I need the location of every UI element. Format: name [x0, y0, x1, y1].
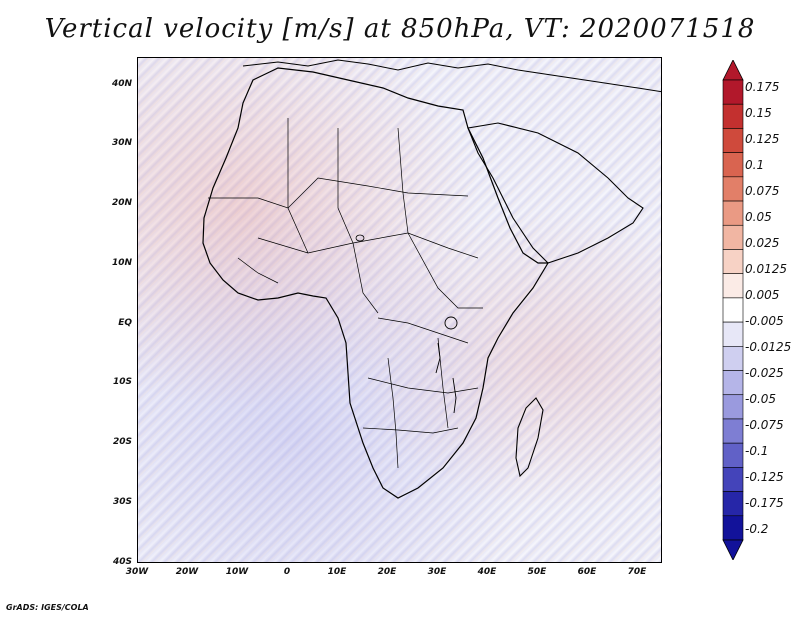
- colorbar-label-11: -0.025: [745, 366, 784, 380]
- colorbar-label-8: 0.005: [745, 288, 780, 302]
- colorbar-top-arrow: [722, 60, 744, 81]
- colorbar-label-10: -0.0125: [745, 340, 792, 354]
- lon-label-70e: 70E: [627, 567, 647, 577]
- lat-label-eq: EQ: [118, 318, 132, 328]
- lon-label-10e: 10E: [327, 567, 347, 577]
- colorbar-segment-11: [722, 346, 744, 371]
- colorbar-label-3: 0.1: [745, 158, 765, 172]
- lon-label-40e: 40E: [477, 567, 497, 577]
- colorbar-segment-3: [722, 152, 744, 178]
- colorbar-segment-2: [722, 128, 744, 153]
- map-panel: [137, 57, 662, 563]
- colorbar-label-2: 0.125: [745, 132, 780, 146]
- colorbar-segment-1: [722, 103, 744, 129]
- lon-label-50e: 50E: [527, 567, 547, 577]
- colorbar-segment-5: [722, 200, 744, 226]
- colorbar-label-13: -0.075: [745, 418, 784, 432]
- lat-label-10s: 10S: [112, 377, 132, 387]
- colorbar-segment-14: [722, 418, 744, 444]
- lat-label-30n: 30N: [111, 138, 132, 148]
- lake-victoria: [444, 316, 458, 330]
- lake-chad: [355, 234, 365, 242]
- colorbar-label-0: 0.175: [745, 80, 780, 94]
- africa-coastline: [202, 67, 550, 499]
- colorbar-segment-9: [722, 297, 744, 323]
- lake-tanganyika: [435, 342, 441, 374]
- lat-label-20n: 20N: [111, 198, 132, 208]
- colorbar-segment-16: [722, 467, 744, 492]
- lon-label-0: 0: [283, 567, 291, 577]
- lon-label-30e: 30E: [427, 567, 447, 577]
- colorbar-segment-8: [722, 273, 744, 299]
- colorbar-segment-6: [722, 224, 744, 250]
- country-borders: [208, 118, 483, 469]
- lon-label-20w: 20W: [175, 567, 199, 577]
- colorbar-segment-13: [722, 394, 744, 420]
- colorbar-segment-17: [722, 491, 744, 517]
- colorbar: [722, 60, 744, 560]
- lat-label-10n: 10N: [111, 258, 132, 268]
- colorbar-label-4: 0.075: [745, 184, 780, 198]
- colorbar-label-12: -0.05: [745, 392, 777, 406]
- lat-label-30s: 30S: [112, 497, 132, 507]
- plot-title: Vertical velocity [m/s] at 850hPa, VT: 2…: [44, 14, 756, 44]
- lon-label-20e: 20E: [377, 567, 397, 577]
- colorbar-label-9: -0.005: [745, 314, 784, 328]
- colorbar-segment-18: [722, 515, 744, 541]
- colorbar-label-5: 0.05: [745, 210, 772, 224]
- colorbar-segment-7: [722, 249, 744, 274]
- lat-label-20s: 20S: [112, 437, 132, 447]
- colorbar-label-6: 0.025: [745, 236, 780, 250]
- colorbar-label-7: 0.0125: [745, 262, 787, 276]
- colorbar-label-15: -0.125: [745, 470, 784, 484]
- lat-label-40n: 40N: [111, 79, 132, 89]
- colorbar-segment-4: [722, 176, 744, 202]
- colorbar-segment-0: [722, 79, 744, 105]
- europe-coast: [242, 59, 661, 93]
- colorbar-label-16: -0.175: [745, 496, 784, 510]
- lake-malawi: [452, 377, 457, 414]
- colorbar-label-17: -0.2: [745, 522, 769, 536]
- madagascar: [515, 397, 544, 478]
- colorbar-label-14: -0.1: [745, 444, 769, 458]
- arabian-peninsula: [467, 122, 644, 264]
- lat-label-40s: 40S: [112, 557, 132, 567]
- colorbar-segment-15: [722, 442, 744, 468]
- colorbar-label-1: 0.15: [745, 106, 772, 120]
- lon-label-10w: 10W: [225, 567, 249, 577]
- colorbar-bottom-arrow: [722, 539, 744, 560]
- lon-label-60e: 60E: [577, 567, 597, 577]
- africa-coastline-map: [202, 59, 661, 499]
- colorbar-segment-10: [722, 321, 744, 347]
- colorbar-segment-12: [722, 370, 744, 396]
- lon-label-30w: 30W: [125, 567, 149, 577]
- grads-credit: GrADS: IGES/COLA: [6, 603, 89, 612]
